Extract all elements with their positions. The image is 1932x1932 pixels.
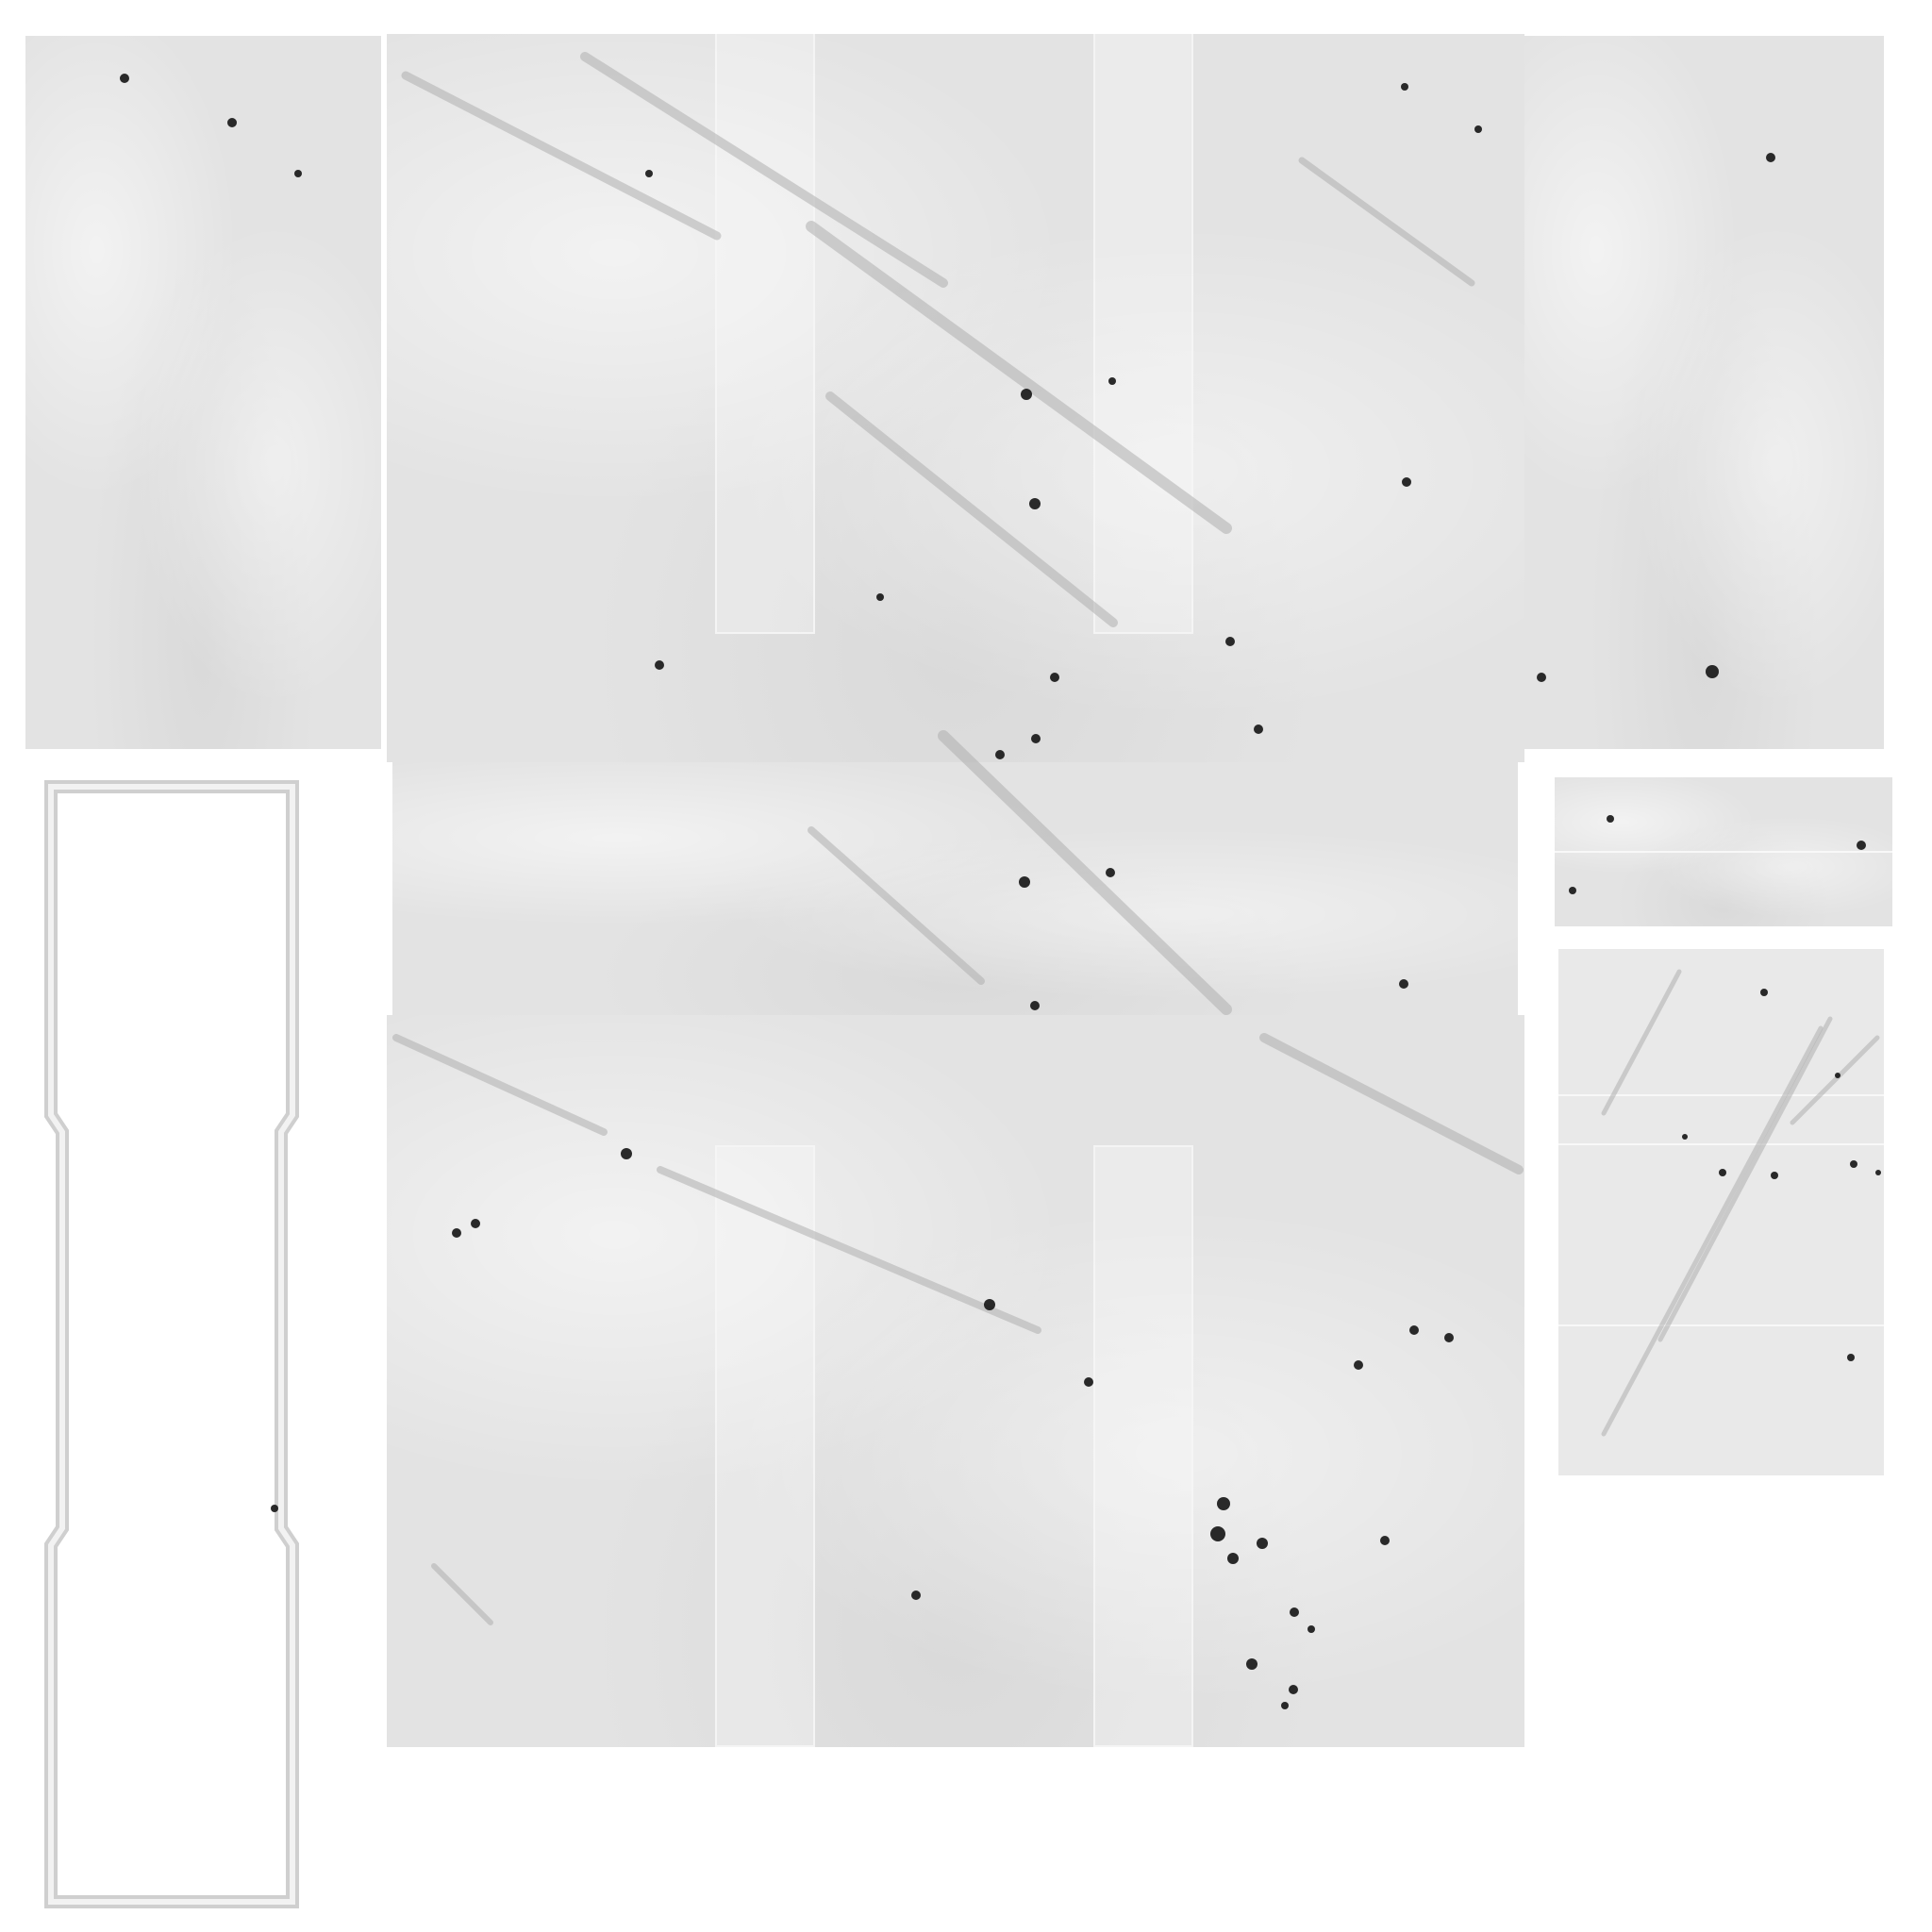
uv-seam-top-center-left	[715, 34, 815, 634]
uv-island-top-right	[1524, 36, 1884, 749]
uv-seam-right-square-2	[1558, 1143, 1884, 1145]
uv-seam-top-center-right	[1093, 34, 1193, 634]
uv-island-bottom-center	[387, 1015, 1524, 1747]
uv-seam-bottom-center-left	[715, 1145, 815, 1747]
uv-island-top-center	[387, 34, 1524, 762]
uv-seam-right-strip	[1555, 851, 1892, 853]
uv-island-middle-band	[392, 762, 1518, 1015]
uv-seam-right-square-3	[1558, 1324, 1884, 1326]
uv-seam-right-square-1	[1558, 1094, 1884, 1096]
uv-island-left-frame	[44, 780, 299, 1908]
uv-seam-bottom-center-right	[1093, 1145, 1193, 1747]
uv-island-top-left	[25, 36, 381, 749]
uv-island-right-square	[1558, 949, 1884, 1475]
